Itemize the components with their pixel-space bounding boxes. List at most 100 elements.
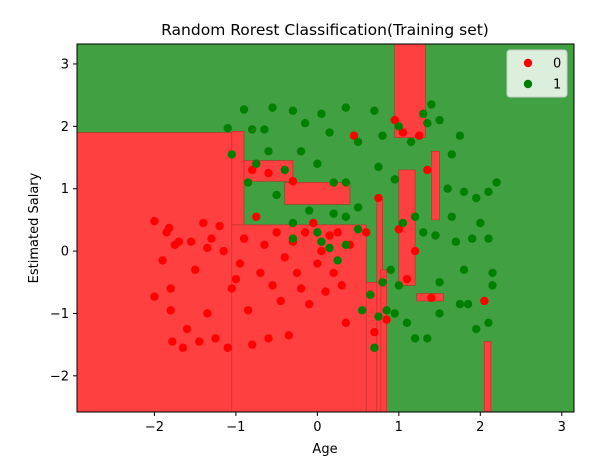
data-point-class-1 bbox=[264, 147, 273, 156]
data-point-class-0 bbox=[410, 246, 420, 256]
data-point-class-1 bbox=[252, 159, 261, 168]
data-point-class-1 bbox=[443, 184, 452, 193]
y-tick-label: −2 bbox=[50, 369, 69, 384]
data-point-class-1 bbox=[341, 103, 351, 112]
decision-regions bbox=[77, 44, 574, 412]
data-point-class-1 bbox=[394, 122, 404, 131]
decision-region-0 bbox=[231, 224, 367, 412]
data-point-class-1 bbox=[459, 187, 469, 197]
data-point-class-1 bbox=[484, 187, 493, 197]
data-point-class-0 bbox=[288, 177, 298, 186]
data-point-class-0 bbox=[168, 337, 177, 346]
data-point-class-1 bbox=[419, 109, 428, 119]
data-point-class-0 bbox=[195, 337, 204, 346]
data-point-class-1 bbox=[300, 119, 310, 128]
data-point-class-1 bbox=[353, 137, 363, 147]
data-point-class-1 bbox=[423, 119, 432, 128]
legend-label-class-0: 0 bbox=[553, 57, 561, 72]
data-point-class-1 bbox=[435, 278, 444, 287]
data-point-class-0 bbox=[190, 265, 200, 274]
decision-region-0 bbox=[484, 341, 492, 412]
data-point-class-1 bbox=[431, 231, 440, 240]
data-point-class-1 bbox=[288, 218, 298, 228]
data-point-class-0 bbox=[337, 281, 346, 290]
data-point-class-0 bbox=[394, 225, 404, 234]
data-point-class-0 bbox=[362, 228, 371, 237]
data-point-class-0 bbox=[211, 334, 220, 343]
data-point-class-1 bbox=[423, 334, 432, 343]
legend-marker-class-1 bbox=[523, 79, 533, 89]
data-point-class-1 bbox=[288, 106, 298, 115]
data-point-class-1 bbox=[227, 150, 237, 159]
decision-region-0 bbox=[284, 182, 351, 205]
legend-label-class-1: 1 bbox=[553, 78, 561, 93]
data-point-class-0 bbox=[231, 274, 241, 284]
chart-title: Random Rorest Classification(Training se… bbox=[161, 21, 489, 39]
data-point-class-1 bbox=[451, 237, 461, 246]
data-point-class-0 bbox=[333, 228, 342, 237]
data-point-class-1 bbox=[435, 309, 444, 318]
data-point-class-1 bbox=[313, 228, 322, 237]
data-point-class-0 bbox=[203, 309, 212, 318]
data-point-class-1 bbox=[467, 234, 477, 243]
data-point-class-0 bbox=[296, 284, 306, 293]
data-point-class-1 bbox=[410, 334, 420, 343]
data-point-class-0 bbox=[305, 299, 314, 309]
data-point-class-1 bbox=[280, 165, 289, 175]
data-point-class-0 bbox=[264, 334, 273, 343]
data-point-class-1 bbox=[386, 265, 395, 274]
data-point-class-0 bbox=[182, 324, 192, 334]
legend-box bbox=[506, 49, 568, 98]
data-point-class-1 bbox=[317, 237, 326, 246]
x-tick-label: 0 bbox=[313, 420, 321, 435]
data-point-class-1 bbox=[472, 193, 481, 203]
data-point-class-0 bbox=[150, 292, 159, 301]
data-point-class-1 bbox=[366, 290, 375, 299]
data-point-class-0 bbox=[268, 281, 277, 290]
data-point-class-1 bbox=[370, 343, 379, 352]
decision-region-0 bbox=[231, 131, 245, 226]
data-point-class-0 bbox=[370, 327, 379, 337]
data-point-class-0 bbox=[166, 284, 175, 293]
data-point-class-0 bbox=[174, 237, 184, 246]
data-point-class-0 bbox=[284, 331, 294, 340]
data-point-class-0 bbox=[309, 218, 318, 228]
y-tick-label: −1 bbox=[50, 307, 69, 322]
decision-region-0 bbox=[431, 150, 440, 221]
legend: 01 bbox=[506, 49, 568, 98]
data-point-class-1 bbox=[488, 281, 497, 290]
data-point-class-0 bbox=[178, 343, 188, 352]
scatter-points bbox=[150, 100, 501, 352]
data-point-class-0 bbox=[414, 131, 424, 140]
data-point-class-0 bbox=[276, 296, 285, 306]
data-point-class-1 bbox=[313, 159, 322, 168]
data-point-class-0 bbox=[243, 306, 253, 315]
data-point-class-0 bbox=[219, 246, 228, 256]
data-point-class-0 bbox=[252, 212, 261, 221]
data-point-class-1 bbox=[296, 147, 306, 156]
data-point-class-1 bbox=[435, 115, 444, 125]
data-point-class-1 bbox=[341, 240, 351, 250]
y-tick-label: 3 bbox=[61, 57, 69, 72]
data-point-class-1 bbox=[374, 162, 383, 172]
data-point-class-0 bbox=[223, 343, 232, 352]
data-point-class-1 bbox=[353, 203, 363, 212]
data-point-class-1 bbox=[329, 209, 338, 218]
decision-region-0 bbox=[77, 132, 233, 412]
data-point-class-1 bbox=[329, 178, 338, 187]
plot-frame bbox=[76, 43, 575, 413]
data-point-class-1 bbox=[325, 243, 334, 253]
data-point-class-0 bbox=[398, 128, 408, 137]
data-point-class-0 bbox=[235, 259, 245, 268]
data-point-class-0 bbox=[264, 168, 273, 178]
data-point-class-1 bbox=[272, 190, 281, 200]
data-point-class-1 bbox=[382, 306, 391, 315]
decision-region-0 bbox=[394, 44, 427, 138]
data-point-class-0 bbox=[272, 228, 281, 237]
data-point-class-1 bbox=[455, 131, 465, 140]
data-point-class-1 bbox=[243, 178, 253, 187]
y-tick-label: 0 bbox=[61, 245, 69, 260]
data-point-class-0 bbox=[321, 287, 330, 296]
